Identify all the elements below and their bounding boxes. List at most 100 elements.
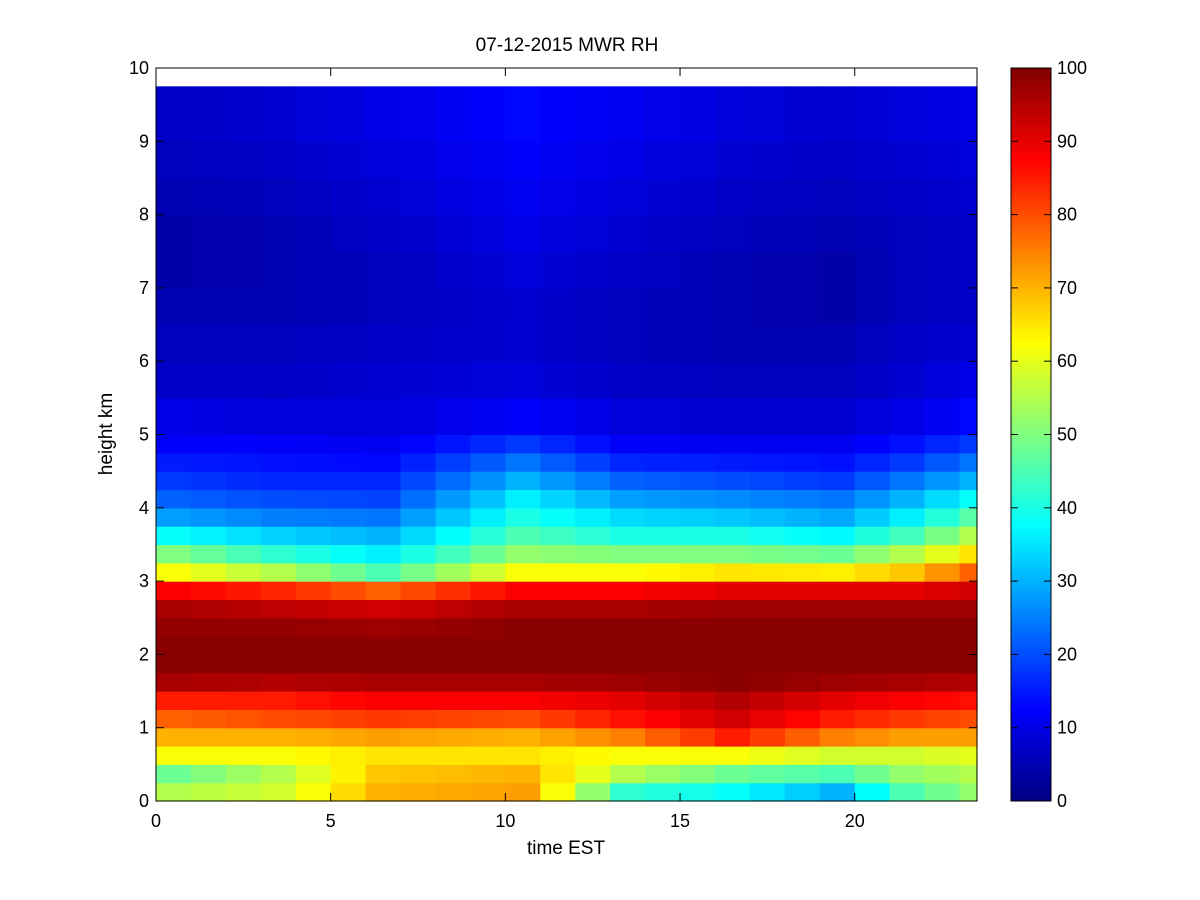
heatmap-cell [959,141,978,179]
heatmap-cell [225,214,262,252]
y-tick-label: 1 [139,718,149,738]
heatmap-cell [924,489,961,509]
heatmap-cell [645,672,681,692]
heatmap-cell [365,526,402,546]
heatmap-cell [470,471,506,491]
heatmap-cell [295,489,332,509]
heatmap-cell [190,764,227,784]
heatmap-cell [400,746,437,765]
heatmap-cell [400,782,437,802]
heatmap-cell [260,562,297,582]
heatmap-cell [819,691,856,710]
heatmap-cell [156,471,192,491]
heatmap-cell [645,287,681,326]
heatmap-cell [365,86,402,142]
heatmap-cell [400,672,437,692]
heatmap-cell [295,617,332,637]
heatmap-cell [505,287,541,326]
heatmap-cell [225,544,262,564]
heatmap-cell [749,727,786,747]
heatmap-cell [470,544,506,564]
heatmap-cell [924,141,961,179]
heatmap-cell [680,782,716,802]
heatmap-cell [260,544,297,564]
heatmap-cell [714,636,751,655]
heatmap-cell [190,782,227,802]
heatmap-cell [889,654,926,674]
heatmap-cell [854,636,891,655]
heatmap-cell [400,764,437,784]
heatmap-cell [819,287,856,326]
heatmap-cell [330,452,367,472]
heatmap-cell [470,324,506,362]
heatmap-cell [505,434,541,454]
heatmap-cell [575,709,611,729]
heatmap-cell [854,782,891,802]
heatmap-cell [190,507,227,527]
heatmap-cell [645,324,681,362]
heatmap-cell [749,86,786,142]
heatmap-cell [610,177,646,216]
heatmap-cell [610,141,646,179]
heatmap-cell [540,361,576,399]
colorbar-tick-label: 50 [1057,425,1077,445]
heatmap-cell [330,214,367,252]
heatmap-cell [819,471,856,491]
heatmap-cell [365,251,402,289]
heatmap-cell [680,544,716,564]
heatmap-cell [959,452,978,472]
heatmap-cell [505,562,541,582]
heatmap-cell [645,489,681,509]
heatmap-cell [400,324,437,362]
heatmap-cell [505,581,541,601]
heatmap-cell [540,654,576,674]
heatmap-cell [295,86,332,142]
heatmap-cell [610,214,646,252]
heatmap-cell [400,636,437,655]
heatmap-cell [854,287,891,326]
heatmap-cell [575,581,611,601]
y-axis-label: height km [96,393,117,475]
heatmap-cell [295,764,332,784]
heatmap-cell [645,141,681,179]
heatmap-cell [889,177,926,216]
heatmap-cell [854,141,891,179]
heatmap-cell [295,691,332,710]
heatmap-cell [540,727,576,747]
heatmap-cell [959,177,978,216]
heatmap-cell [435,691,472,710]
heatmap-cell [819,746,856,765]
heatmap-cell [260,251,297,289]
heatmap-cell [470,507,506,527]
heatmap-cell [295,562,332,582]
heatmap-cell [784,581,821,601]
heatmap-cell [924,471,961,491]
heatmap-cell [156,617,192,637]
heatmap-cell [365,709,402,729]
heatmap-cell [680,746,716,765]
heatmap-cell [959,709,978,729]
heatmap-cell [365,636,402,655]
heatmap-cell [330,599,367,619]
heatmap-cell [924,434,961,454]
colorbar-tick-label: 0 [1057,791,1067,811]
heatmap-cell [784,672,821,692]
heatmap-cell [645,782,681,802]
y-tick-label: 8 [139,205,149,225]
heatmap-cell [610,251,646,289]
heatmap-cell [784,709,821,729]
heatmap-cell [435,471,472,491]
heatmap-cell [784,452,821,472]
heatmap-cell [889,691,926,710]
heatmap-cell [156,562,192,582]
heatmap-cell [889,746,926,765]
heatmap-cell [260,177,297,216]
heatmap-cell [714,361,751,399]
heatmap-cell [435,86,472,142]
heatmap-cell [540,562,576,582]
heatmap-cell [330,251,367,289]
heatmap-cell [854,672,891,692]
heatmap-cell [330,397,367,436]
heatmap-cell [435,214,472,252]
heatmap-cell [749,562,786,582]
